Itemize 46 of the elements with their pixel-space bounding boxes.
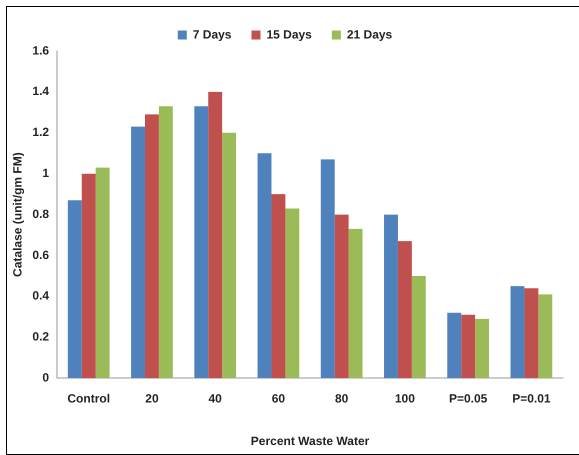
bar (144, 114, 159, 378)
y-tick-label: 1.4 (32, 84, 50, 98)
legend-label: 7 Days (192, 27, 232, 42)
bar (285, 208, 300, 378)
bar (510, 286, 524, 378)
x-tick-label: 80 (334, 392, 349, 406)
y-tick-label: 0.8 (32, 206, 50, 221)
x-tick-label: P=0.01 (512, 392, 551, 406)
y-tick-label: 1 (42, 166, 50, 180)
x-tick-label: 100 (394, 392, 416, 406)
bar (538, 294, 552, 378)
bar (475, 318, 490, 378)
bar (158, 106, 173, 378)
bar (412, 276, 426, 378)
bar (222, 132, 236, 378)
y-axis-title: Catalase (unit/gm FM) (10, 152, 25, 277)
bar (208, 92, 222, 378)
bar (398, 241, 412, 378)
x-tick-label: 60 (272, 392, 286, 406)
y-tick-label: 0.2 (32, 330, 50, 344)
y-tick-label: 0.4 (32, 288, 50, 303)
bar (96, 168, 110, 378)
bar (68, 200, 82, 378)
bar (334, 214, 349, 378)
bar (271, 194, 286, 378)
y-tick-label: 0 (42, 370, 50, 385)
bar (320, 159, 335, 378)
x-tick-label: 40 (208, 392, 222, 406)
bar (258, 153, 272, 378)
x-axis-title: Percent Waste Water (250, 434, 370, 448)
bar (82, 174, 96, 378)
bar (384, 214, 398, 378)
bar (447, 312, 462, 378)
bar (131, 126, 145, 378)
x-tick-label: 20 (145, 392, 159, 406)
legend-label: 15 Days (266, 27, 312, 42)
bar (348, 228, 363, 378)
bar (524, 288, 538, 378)
y-tick-label: 1.6 (32, 43, 50, 58)
bar (194, 106, 208, 378)
x-tick-label: P=0.05 (448, 392, 488, 406)
legend-label: 21 Days (346, 27, 393, 42)
x-tick-label: Control (67, 392, 110, 406)
y-tick-label: 1.2 (32, 125, 50, 140)
bar (461, 314, 476, 378)
y-tick-label: 0.6 (32, 248, 50, 262)
